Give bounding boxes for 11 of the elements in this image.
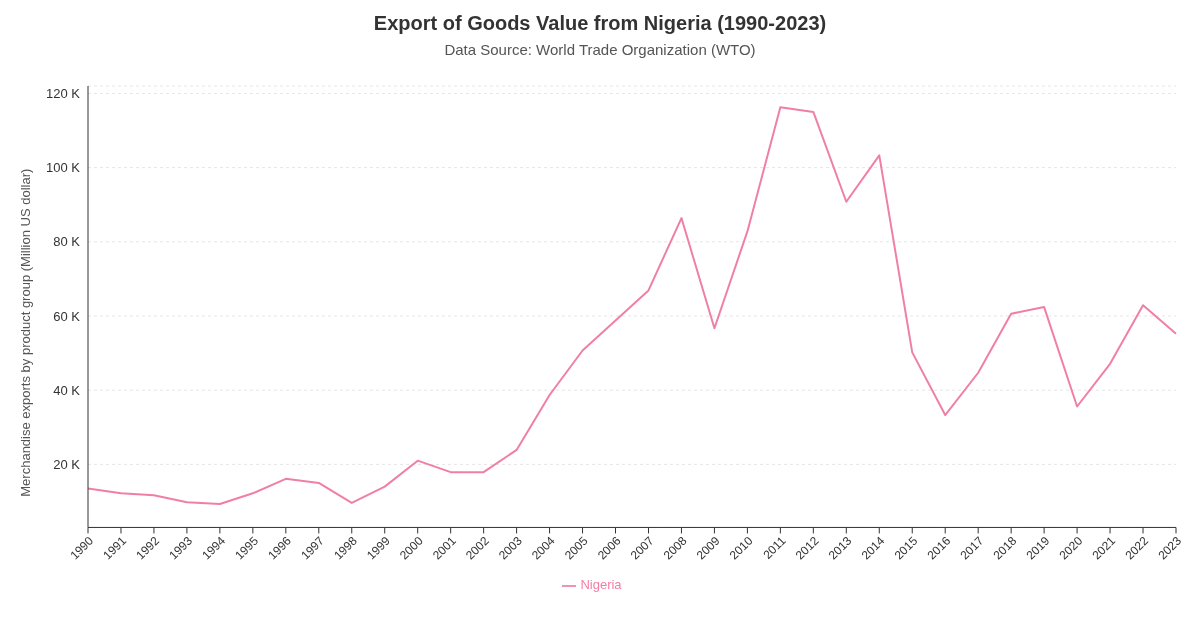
chart-title: Export of Goods Value from Nigeria (1990-2023) [372,11,828,35]
y-tick-label: 120 K [46,86,81,102]
y-tick-label: 100 K [46,160,81,176]
y-tick-label: 40 K [53,382,81,398]
y-tick-label: 60 K [53,308,81,324]
y-tick-label: 20 K [53,456,81,472]
legend-label: Nigeria [580,577,622,593]
y-axis-title: Merchandise exports by product group (Million US dollar) [17,168,33,497]
chart-subtitle: Data Source: World Trade Organization (WTO) [443,41,757,58]
y-tick-label: 80 K [53,234,81,250]
line-series [87,106,1177,506]
